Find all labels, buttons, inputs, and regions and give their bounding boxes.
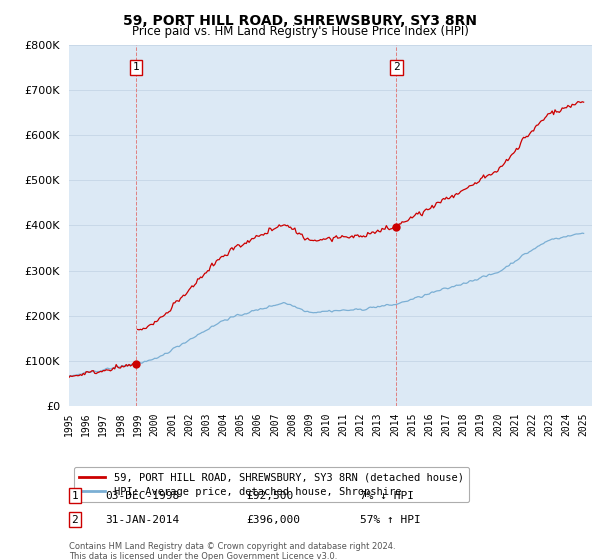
Text: 2: 2 — [71, 515, 79, 525]
Legend: 59, PORT HILL ROAD, SHREWSBURY, SY3 8RN (detached house), HPI: Average price, de: 59, PORT HILL ROAD, SHREWSBURY, SY3 8RN … — [74, 467, 469, 502]
Text: 7% ↓ HPI: 7% ↓ HPI — [360, 491, 414, 501]
Text: 57% ↑ HPI: 57% ↑ HPI — [360, 515, 421, 525]
Text: 03-DEC-1998: 03-DEC-1998 — [105, 491, 179, 501]
Text: 2: 2 — [393, 62, 400, 72]
Text: 31-JAN-2014: 31-JAN-2014 — [105, 515, 179, 525]
Text: £396,000: £396,000 — [246, 515, 300, 525]
Text: £92,500: £92,500 — [246, 491, 293, 501]
Text: 59, PORT HILL ROAD, SHREWSBURY, SY3 8RN: 59, PORT HILL ROAD, SHREWSBURY, SY3 8RN — [123, 14, 477, 28]
Text: 1: 1 — [133, 62, 140, 72]
Text: Price paid vs. HM Land Registry's House Price Index (HPI): Price paid vs. HM Land Registry's House … — [131, 25, 469, 38]
Text: 1: 1 — [71, 491, 79, 501]
Text: Contains HM Land Registry data © Crown copyright and database right 2024.
This d: Contains HM Land Registry data © Crown c… — [69, 542, 395, 560]
